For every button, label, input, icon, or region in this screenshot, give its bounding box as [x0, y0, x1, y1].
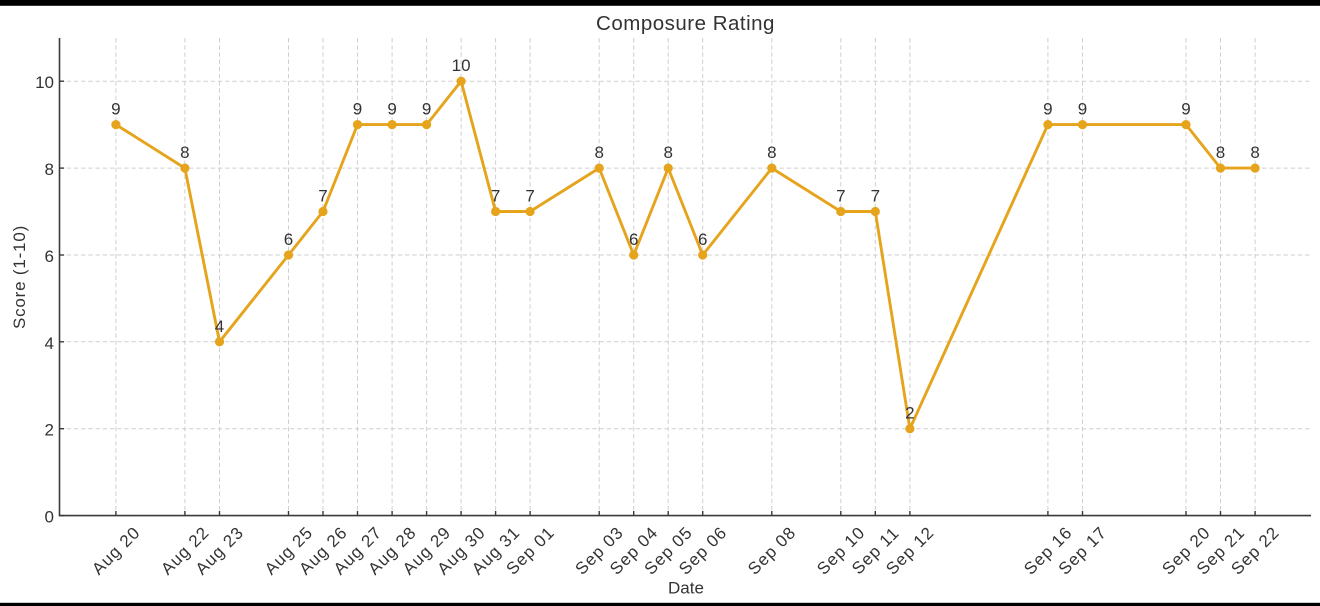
svg-text:8: 8	[45, 160, 54, 179]
svg-text:8: 8	[1250, 143, 1259, 162]
svg-text:9: 9	[111, 100, 120, 119]
svg-text:7: 7	[525, 187, 534, 206]
svg-text:Composure Rating: Composure Rating	[596, 12, 775, 35]
svg-text:8: 8	[1216, 143, 1225, 162]
svg-text:7: 7	[836, 187, 845, 206]
svg-text:6: 6	[45, 247, 54, 266]
svg-text:10: 10	[35, 73, 54, 92]
svg-text:8: 8	[594, 143, 603, 162]
svg-text:2: 2	[905, 404, 914, 423]
svg-text:9: 9	[1078, 100, 1087, 119]
svg-text:6: 6	[629, 230, 638, 249]
svg-text:8: 8	[180, 143, 189, 162]
svg-text:0: 0	[45, 508, 54, 527]
svg-text:8: 8	[663, 143, 672, 162]
svg-text:9: 9	[1181, 100, 1190, 119]
svg-text:8: 8	[767, 143, 776, 162]
svg-text:7: 7	[318, 187, 327, 206]
svg-text:Score (1-10): Score (1-10)	[10, 225, 29, 329]
svg-text:4: 4	[45, 334, 54, 353]
svg-text:Date: Date	[668, 579, 704, 598]
svg-text:7: 7	[491, 187, 500, 206]
svg-text:6: 6	[284, 230, 293, 249]
svg-text:9: 9	[1043, 100, 1052, 119]
svg-text:9: 9	[422, 100, 431, 119]
svg-text:9: 9	[353, 100, 362, 119]
svg-text:6: 6	[698, 230, 707, 249]
svg-text:2: 2	[45, 421, 54, 440]
svg-text:10: 10	[452, 56, 471, 75]
svg-text:9: 9	[387, 100, 396, 119]
svg-text:7: 7	[871, 187, 880, 206]
svg-text:4: 4	[215, 317, 224, 336]
